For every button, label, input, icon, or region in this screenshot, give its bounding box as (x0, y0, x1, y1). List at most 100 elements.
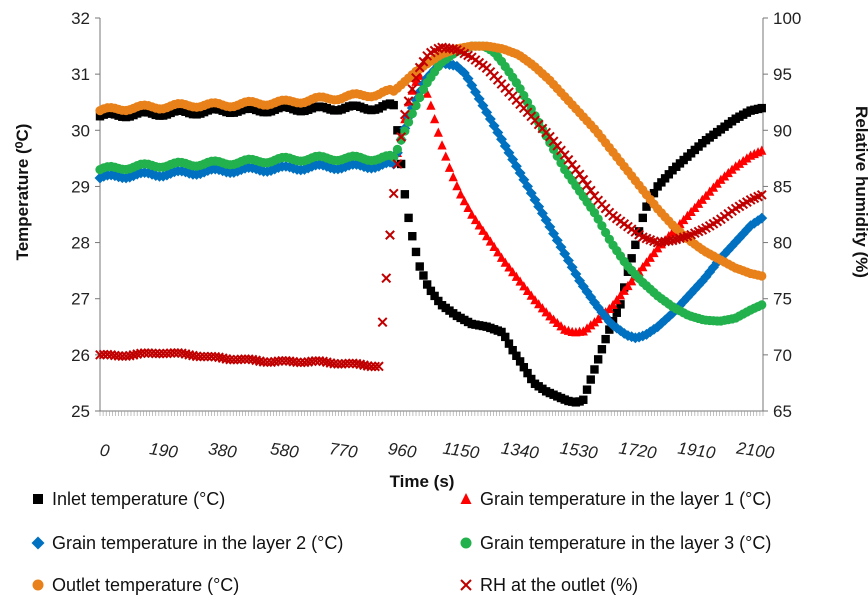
marker-circle (600, 227, 611, 238)
marker-square (389, 100, 398, 110)
marker-circle (396, 135, 406, 145)
marker-triangle (731, 161, 741, 171)
marker-cross (392, 159, 403, 169)
marker-cross-stroke (641, 233, 652, 244)
marker-cross-stroke (102, 349, 113, 360)
marker-cross-stroke (228, 354, 239, 365)
x-tick-label: 580 (269, 439, 300, 462)
marker-diamond (615, 325, 626, 337)
marker-cross (418, 56, 429, 67)
marker-square (616, 300, 625, 309)
marker-cross-stroke (582, 180, 592, 190)
marker-cross-stroke (451, 44, 462, 55)
legend-item: Grain temperature in the layer 3 (°C) (460, 533, 771, 553)
y-tick-label: 25 (71, 402, 90, 421)
marker-cross (578, 174, 589, 185)
marker-cross (195, 351, 206, 362)
marker-triangle (757, 145, 767, 155)
marker-square (419, 271, 428, 280)
marker-triangle (437, 140, 447, 150)
marker-square (642, 202, 651, 211)
marker-cross-stroke (325, 358, 336, 368)
marker-cross-stroke (388, 188, 399, 199)
marker-cross-stroke (184, 349, 195, 360)
marker-circle (597, 221, 607, 231)
x-tick-label: 0 (99, 440, 112, 460)
marker-triangle (619, 285, 629, 295)
marker-square (422, 280, 432, 289)
marker-cross-stroke (373, 361, 384, 372)
marker-cross (225, 354, 236, 365)
marker-cross (158, 348, 169, 359)
marker-diamond (522, 180, 534, 192)
marker-circle (32, 579, 44, 591)
marker-cross (377, 317, 388, 328)
marker-cross-stroke (403, 96, 414, 106)
marker-triangle (448, 172, 458, 182)
marker-cross-stroke (169, 347, 180, 358)
x-tick-label: 2100 (734, 438, 776, 462)
marker-cross-stroke (210, 351, 221, 362)
marker-cross-stroke (377, 317, 388, 328)
marker-triangle (641, 257, 652, 267)
y-axis-title: Temperature (⁰C) (13, 124, 32, 261)
marker-diamond (600, 311, 612, 323)
y-tick-label-right: 100 (773, 9, 801, 28)
marker-cross-stroke (340, 358, 351, 369)
x-tick-label: 190 (148, 439, 179, 462)
marker-triangle (515, 276, 525, 286)
marker-diamond (667, 307, 678, 319)
marker-cross (236, 354, 247, 365)
marker-cross-stroke (385, 230, 395, 240)
marker-cross-stroke (559, 150, 570, 160)
marker-cross (258, 356, 269, 367)
series-circle-22b14c (95, 41, 767, 326)
marker-triangle (460, 493, 472, 504)
marker-triangle (467, 209, 477, 219)
y-tick-label: 30 (71, 121, 90, 140)
marker-cross (385, 230, 395, 240)
marker-circle (400, 126, 410, 136)
marker-triangle (493, 247, 503, 257)
marker-circle (552, 151, 562, 161)
marker-cross (292, 357, 302, 368)
marker-square (430, 291, 439, 301)
marker-cross (95, 349, 105, 360)
marker-cross-stroke (113, 351, 124, 361)
y-tick-label: 28 (71, 234, 90, 253)
marker-square (393, 126, 402, 135)
y-tick-label: 27 (71, 290, 90, 309)
legend-label: RH at the outlet (%) (480, 575, 638, 595)
marker-cross-stroke (333, 359, 343, 369)
marker-triangle (608, 299, 618, 309)
marker-circle (411, 100, 421, 111)
marker-triangle (489, 241, 499, 252)
marker-circle (757, 271, 767, 281)
marker-diamond (544, 221, 556, 233)
y-tick-label: 26 (71, 346, 90, 365)
marker-square (515, 357, 525, 366)
x-tick-label: 1910 (676, 439, 717, 463)
marker-triangle (742, 153, 752, 163)
marker-cross-stroke (459, 48, 470, 59)
x-tick-label: 770 (328, 439, 359, 462)
x-tick-label: 1150 (442, 439, 481, 463)
marker-triangle (433, 127, 443, 137)
series-cross-c00000 (95, 42, 767, 372)
axes: 25 26 27 28 29 30 31 32 65 70 75 80 85 90 95 100 0 190 380… (71, 9, 801, 463)
marker-square (597, 345, 607, 354)
marker-triangle (627, 276, 637, 286)
x-tick-label: 960 (387, 439, 418, 462)
marker-cross-stroke (277, 355, 288, 366)
marker-square (508, 345, 517, 355)
x-tick-label: 1530 (559, 439, 600, 463)
marker-square (504, 339, 514, 348)
marker-square (638, 213, 647, 223)
series-square-000000 (95, 99, 766, 407)
marker-circle (556, 158, 566, 168)
marker-diamond (577, 280, 589, 292)
marker-cross (169, 347, 180, 358)
marker-triangle (612, 295, 622, 305)
marker-circle (519, 90, 529, 101)
marker-cross (366, 361, 377, 372)
